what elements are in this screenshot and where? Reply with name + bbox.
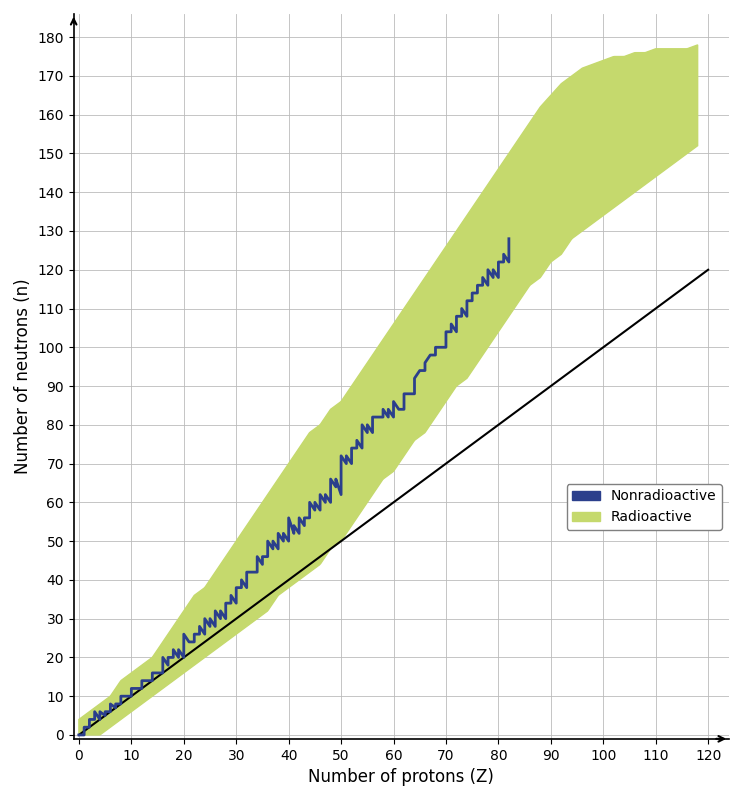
Y-axis label: Number of neutrons (n): Number of neutrons (n) [14, 278, 32, 474]
Polygon shape [79, 45, 698, 735]
X-axis label: Number of protons (Z): Number of protons (Z) [308, 768, 494, 786]
Legend: Nonradioactive, Radioactive: Nonradioactive, Radioactive [567, 484, 722, 530]
